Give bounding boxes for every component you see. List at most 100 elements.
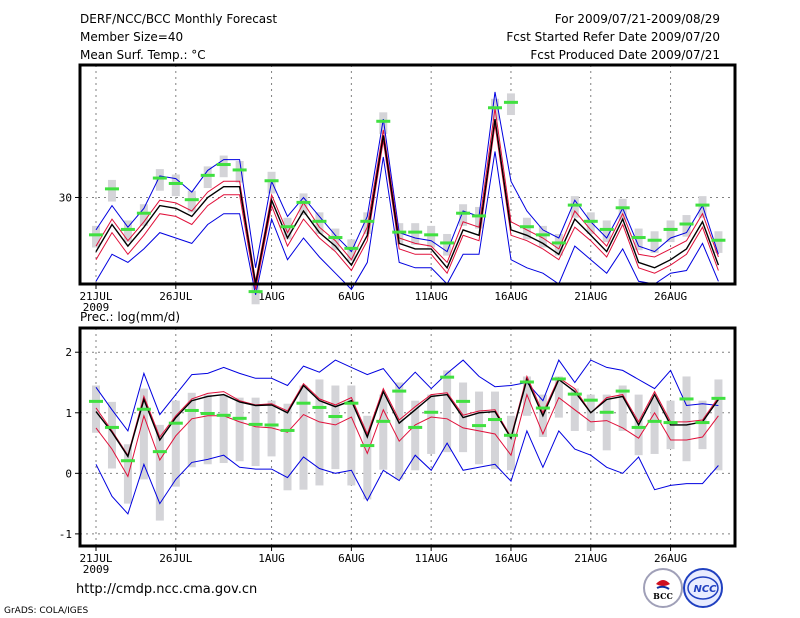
- temp-obs-range-box: [602, 220, 611, 243]
- temp-obs-range-box: [650, 231, 659, 253]
- precip-xtick-label: 11AUG: [415, 552, 448, 565]
- precip-observed-marker: [344, 401, 359, 405]
- temp-xtick-label: 1AUG: [258, 290, 285, 303]
- website-url[interactable]: http://cmdp.ncc.cma.gov.cn: [76, 582, 258, 597]
- precip-obs-range-box: [92, 385, 100, 433]
- precip-observed-marker: [264, 423, 279, 427]
- temp-obs-range-box: [363, 212, 372, 234]
- temp-ensemble-min-line: [95, 151, 719, 295]
- precip-observed-marker: [376, 419, 391, 423]
- precip-observed-marker: [535, 406, 550, 410]
- temp-xtick-label: 26JUL: [159, 290, 192, 303]
- temp-obs-range-box: [315, 212, 324, 234]
- temp-observed-marker: [120, 227, 135, 231]
- bcc-logo: BCC: [643, 568, 683, 608]
- precip-obs-range-box: [411, 400, 420, 471]
- precip-obs-range-box: [475, 391, 484, 465]
- temp-obs-range-box: [123, 220, 132, 243]
- precip-observed-marker: [168, 421, 183, 425]
- precip-year-label: 2009: [83, 563, 110, 576]
- temp-observed-marker: [424, 233, 439, 237]
- precip-observed-marker: [647, 419, 662, 423]
- temp-observed-marker: [519, 225, 534, 229]
- precip-observed-marker: [232, 416, 247, 420]
- precip-variable-label: Prec.: log(mm/d): [80, 310, 181, 324]
- temp-obs-range-box: [155, 169, 164, 191]
- temp-xtick-label: 16AUG: [494, 290, 527, 303]
- precip-observed-marker: [679, 397, 694, 401]
- temp-observed-marker: [376, 119, 391, 123]
- temp-observed-marker: [503, 100, 518, 104]
- precip-ensemble-min-line: [95, 429, 719, 515]
- precip-obs-range-box: [698, 400, 707, 450]
- precip-observed-marker: [440, 375, 455, 379]
- precip-xtick-label: 26JUL: [159, 552, 192, 565]
- temp-obs-range-box: [714, 231, 723, 253]
- precip-obs-range-box: [506, 415, 515, 471]
- temp-obs-range-box: [299, 193, 308, 216]
- temp-observed-marker: [184, 198, 199, 202]
- temp-obs-range-box: [682, 215, 691, 237]
- ncc-logo-text: NCC: [693, 584, 717, 595]
- precip-observed-marker: [328, 415, 343, 419]
- temp-observed-marker: [567, 203, 582, 207]
- precip-obs-range-box: [331, 385, 340, 470]
- bcc-logo-icon: BCC: [653, 580, 673, 601]
- temp-obs-range-box: [411, 223, 420, 245]
- temp-obs-range-box: [634, 228, 643, 251]
- temp-obs-range-box: [618, 198, 627, 221]
- temp-obs-range-box: [283, 217, 292, 240]
- precip-observed-marker: [663, 421, 678, 425]
- temp-obs-range-box: [219, 155, 228, 178]
- precip-obs-range-box: [203, 394, 212, 465]
- forecast-period: For 2009/07/21-2009/08/29: [554, 12, 720, 26]
- temp-spread-upper-line: [95, 108, 719, 282]
- chart-title: DERF/NCC/BCC Monthly Forecast: [80, 12, 278, 26]
- temp-observed-marker: [631, 236, 646, 240]
- precip-obs-range-box: [267, 400, 276, 457]
- temp-observed-marker: [695, 203, 710, 207]
- precip-obs-range-box: [347, 385, 356, 486]
- temp-observed-marker: [551, 241, 566, 245]
- temp-obs-range-box: [203, 166, 212, 189]
- precip-observed-marker: [424, 410, 439, 414]
- precip-xtick-label: 1AUG: [258, 552, 285, 565]
- precip-observed-marker: [472, 424, 487, 428]
- precip-obs-range-box: [427, 394, 436, 454]
- temp-obs-range-box: [443, 233, 452, 256]
- temp-observed-marker: [168, 181, 183, 185]
- precip-observed-marker: [503, 433, 518, 437]
- temp-observed-marker: [328, 236, 343, 240]
- temp-plot-frame: [78, 63, 737, 286]
- temp-xtick-label: 21JUL: [79, 290, 112, 303]
- temp-observed-marker: [535, 233, 550, 237]
- temp-observed-marker: [615, 206, 630, 210]
- precip-obs-range-box: [650, 397, 659, 454]
- precip-observed-marker: [615, 389, 630, 393]
- precip-ensemble-max-line: [95, 359, 719, 433]
- temp-observed-marker: [248, 290, 263, 294]
- temp-xtick-label: 21AUG: [574, 290, 607, 303]
- grads-credit: GrADS: COLA/IGES: [4, 606, 89, 616]
- precip-observed-marker: [583, 398, 598, 402]
- precip-obs-range-box: [171, 400, 180, 487]
- temp-obs-range-box: [171, 174, 180, 197]
- precip-obs-range-box: [363, 415, 372, 500]
- precip-obs-range-box: [219, 394, 228, 464]
- precip-obs-range-box: [618, 385, 627, 431]
- precip-observed-marker: [392, 389, 407, 393]
- temp-observed-marker: [216, 163, 231, 167]
- temp-obs-range-box: [139, 204, 148, 226]
- precip-plot-frame: [78, 326, 737, 548]
- precip-obs-range-box: [235, 397, 244, 462]
- temp-observed-marker: [408, 230, 423, 234]
- temp-obs-range-box: [395, 223, 404, 245]
- precip-observed-marker: [216, 413, 231, 417]
- precip-observed-marker: [631, 425, 646, 429]
- precip-observed-marker: [488, 418, 502, 422]
- temp-observed-marker: [89, 233, 103, 237]
- temp-observed-marker: [200, 173, 215, 177]
- precip-xtick-label: 26AUG: [654, 552, 687, 565]
- temp-observed-marker: [663, 227, 678, 231]
